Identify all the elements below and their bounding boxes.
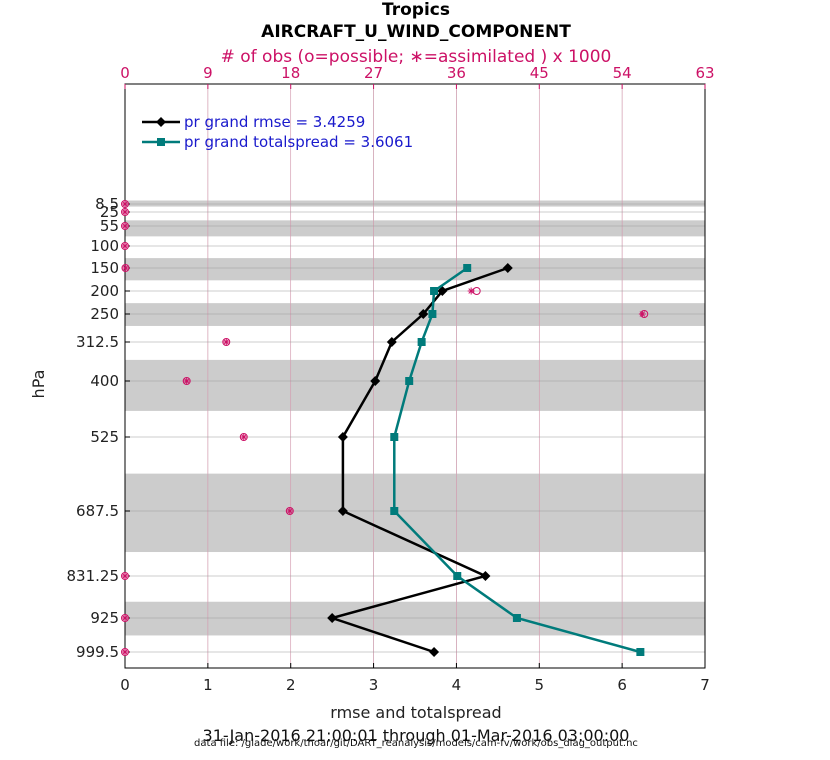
shaded-band-1 bbox=[125, 220, 705, 237]
legend-label-spread: pr grand totalspread = 3.6061 bbox=[184, 133, 413, 151]
series-0-point-8 bbox=[327, 613, 338, 623]
shaded-band-4 bbox=[125, 359, 705, 411]
y-axis-label: hPa bbox=[29, 370, 48, 399]
legend: pr grand rmse = 3.4259 pr grand totalspr… bbox=[142, 113, 413, 151]
series-0-point-5 bbox=[337, 432, 348, 442]
x-tick-label-4: 4 bbox=[452, 676, 462, 694]
top-tick-label-2: 18 bbox=[281, 64, 300, 82]
data-file-note: data file: /glade/work/thoar/git/DART_re… bbox=[194, 738, 638, 749]
obs-assimilated-12 bbox=[121, 614, 129, 622]
top-tick-label-3: 27 bbox=[364, 64, 383, 82]
x-tick-label-1: 1 bbox=[203, 676, 213, 694]
series-1-point-9 bbox=[636, 648, 645, 656]
obs-assimilated-2 bbox=[121, 222, 129, 230]
series-line-1 bbox=[393, 266, 641, 654]
series-1-point-7 bbox=[453, 572, 462, 580]
series-1-point-2 bbox=[428, 310, 437, 318]
series-1-point-8 bbox=[512, 614, 521, 622]
obs-assimilated-8 bbox=[183, 377, 191, 385]
obs-count-markers bbox=[121, 200, 649, 656]
top-tick-label-6: 54 bbox=[613, 64, 632, 82]
legend-marker-rmse bbox=[156, 117, 166, 127]
legend-label-rmse: pr grand rmse = 3.4259 bbox=[184, 113, 365, 131]
y-tick-label-9: 525 bbox=[90, 428, 119, 446]
x-axis-label: rmse and totalspread bbox=[330, 703, 501, 722]
series-1-point-4 bbox=[405, 377, 414, 385]
y-tick-label-4: 150 bbox=[90, 259, 119, 277]
y-tick-label-5: 200 bbox=[90, 282, 119, 300]
obs-assimilated-9 bbox=[240, 433, 248, 441]
y-tick-label-12: 925 bbox=[90, 609, 119, 627]
date-range: 31-Jan-2016 21:00:01 through 01-Mar-2016… bbox=[203, 726, 630, 745]
top-tick-label-5: 45 bbox=[530, 64, 549, 82]
y-tick-label-13: 999.5 bbox=[76, 643, 119, 661]
series-1-point-0 bbox=[463, 264, 472, 272]
y-tick-label-3: 100 bbox=[90, 237, 119, 255]
y-tick-label-11: 831.25 bbox=[67, 567, 120, 585]
obs-assimilated-7 bbox=[222, 338, 230, 346]
chart-subtitle: AIRCRAFT_U_WIND_COMPONENT bbox=[261, 22, 571, 42]
top-axis-ticks: 0 9 18 27 36 45 54 63 bbox=[120, 64, 715, 89]
obs-assimilated-13 bbox=[121, 648, 129, 656]
y-tick-label-6: 250 bbox=[90, 305, 119, 323]
series-0-point-6 bbox=[337, 506, 348, 516]
obs-assimilated-6 bbox=[638, 310, 646, 318]
series-0-point-0 bbox=[502, 263, 513, 273]
top-axis-label: # of obs (o=possible; ∗=assimilated ) x … bbox=[221, 47, 612, 67]
obs-assimilated-11 bbox=[121, 572, 129, 580]
series-1-point-3 bbox=[417, 338, 426, 346]
obs-assimilated-3 bbox=[121, 242, 129, 250]
chart-title: Tropics bbox=[382, 0, 450, 20]
y-tick-label-2: 55 bbox=[100, 217, 119, 235]
shaded-band-0 bbox=[125, 200, 705, 207]
obs-assimilated-10 bbox=[286, 507, 294, 515]
series-lines bbox=[327, 263, 645, 657]
x-tick-label-2: 2 bbox=[286, 676, 296, 694]
series-0-point-4 bbox=[370, 376, 381, 386]
series-1-point-6 bbox=[390, 507, 399, 515]
x-axis-ticks: 0 1 2 3 4 5 6 7 bbox=[120, 663, 710, 694]
shaded-band-2 bbox=[125, 258, 705, 281]
top-tick-label-0: 0 bbox=[120, 64, 130, 82]
series-0-point-9 bbox=[429, 647, 440, 657]
y-tick-label-10: 687.5 bbox=[76, 502, 119, 520]
shaded-band-3 bbox=[125, 303, 705, 326]
x-tick-label-5: 5 bbox=[535, 676, 545, 694]
top-tick-label-7: 63 bbox=[695, 64, 714, 82]
legend-marker-spread bbox=[157, 138, 165, 146]
obs-assimilated-1 bbox=[121, 208, 129, 216]
obs-assimilated-5 bbox=[467, 287, 475, 295]
series-0-point-7 bbox=[480, 571, 491, 581]
top-tick-label-4: 36 bbox=[447, 64, 466, 82]
series-0-point-2 bbox=[418, 309, 429, 319]
obs-assimilated-0 bbox=[121, 200, 129, 208]
x-tick-label-7: 7 bbox=[700, 676, 710, 694]
x-tick-label-0: 0 bbox=[120, 676, 130, 694]
series-1-point-1 bbox=[430, 287, 439, 295]
obs-assimilated-4 bbox=[121, 264, 129, 272]
series-0-point-3 bbox=[386, 337, 397, 347]
plot-frame bbox=[124, 83, 706, 669]
x-tick-label-3: 3 bbox=[369, 676, 379, 694]
y-tick-label-0: 8.5 bbox=[95, 195, 119, 213]
series-1-point-5 bbox=[390, 433, 399, 441]
shaded-bands bbox=[125, 200, 705, 636]
x-tick-label-6: 6 bbox=[617, 676, 627, 694]
y-tick-label-8: 400 bbox=[90, 372, 119, 390]
shaded-band-5 bbox=[125, 473, 705, 553]
top-tick-label-1: 9 bbox=[203, 64, 213, 82]
y-tick-label-1: 25 bbox=[100, 203, 119, 221]
y-tick-label-7: 312.5 bbox=[76, 333, 119, 351]
shaded-band-6 bbox=[125, 601, 705, 636]
